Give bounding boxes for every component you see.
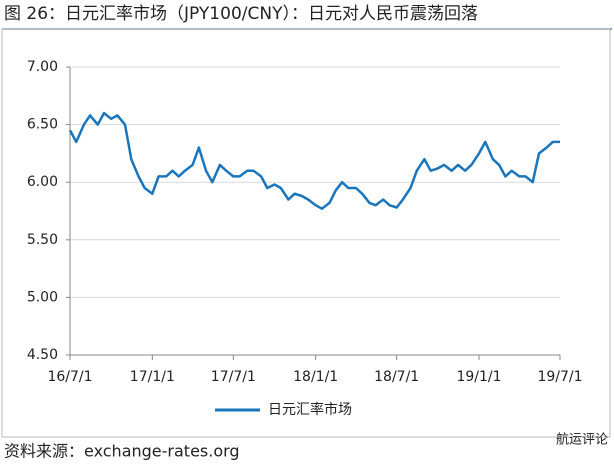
y-tick-label: 5.50	[27, 232, 58, 248]
y-tick-label: 6.50	[27, 117, 58, 133]
watermark: 航运评论	[556, 432, 608, 448]
y-tick-label: 7.00	[27, 59, 58, 75]
source: 资料来源：exchange-rates.org	[4, 442, 240, 461]
x-tick-label: 19/1/1	[456, 369, 501, 385]
x-tick-label: 19/7/1	[537, 369, 582, 385]
y-tick-label: 4.50	[27, 347, 58, 363]
x-tick-label: 17/7/1	[211, 369, 256, 385]
legend-label: 日元汇率市场	[268, 401, 352, 418]
chart-title: 图 26：日元汇率市场（JPY100/CNY）：日元对人民币震荡回落	[4, 4, 478, 24]
x-tick-label: 17/1/1	[130, 369, 175, 385]
series-line	[68, 111, 560, 210]
frame	[1, 28, 611, 438]
x-tick-label: 18/7/1	[374, 369, 419, 385]
y-tick-label: 6.00	[27, 174, 58, 190]
x-tick-label: 18/1/1	[293, 369, 338, 385]
y-tick-label: 5.00	[27, 289, 58, 305]
x-tick-label: 16/7/1	[47, 369, 92, 385]
